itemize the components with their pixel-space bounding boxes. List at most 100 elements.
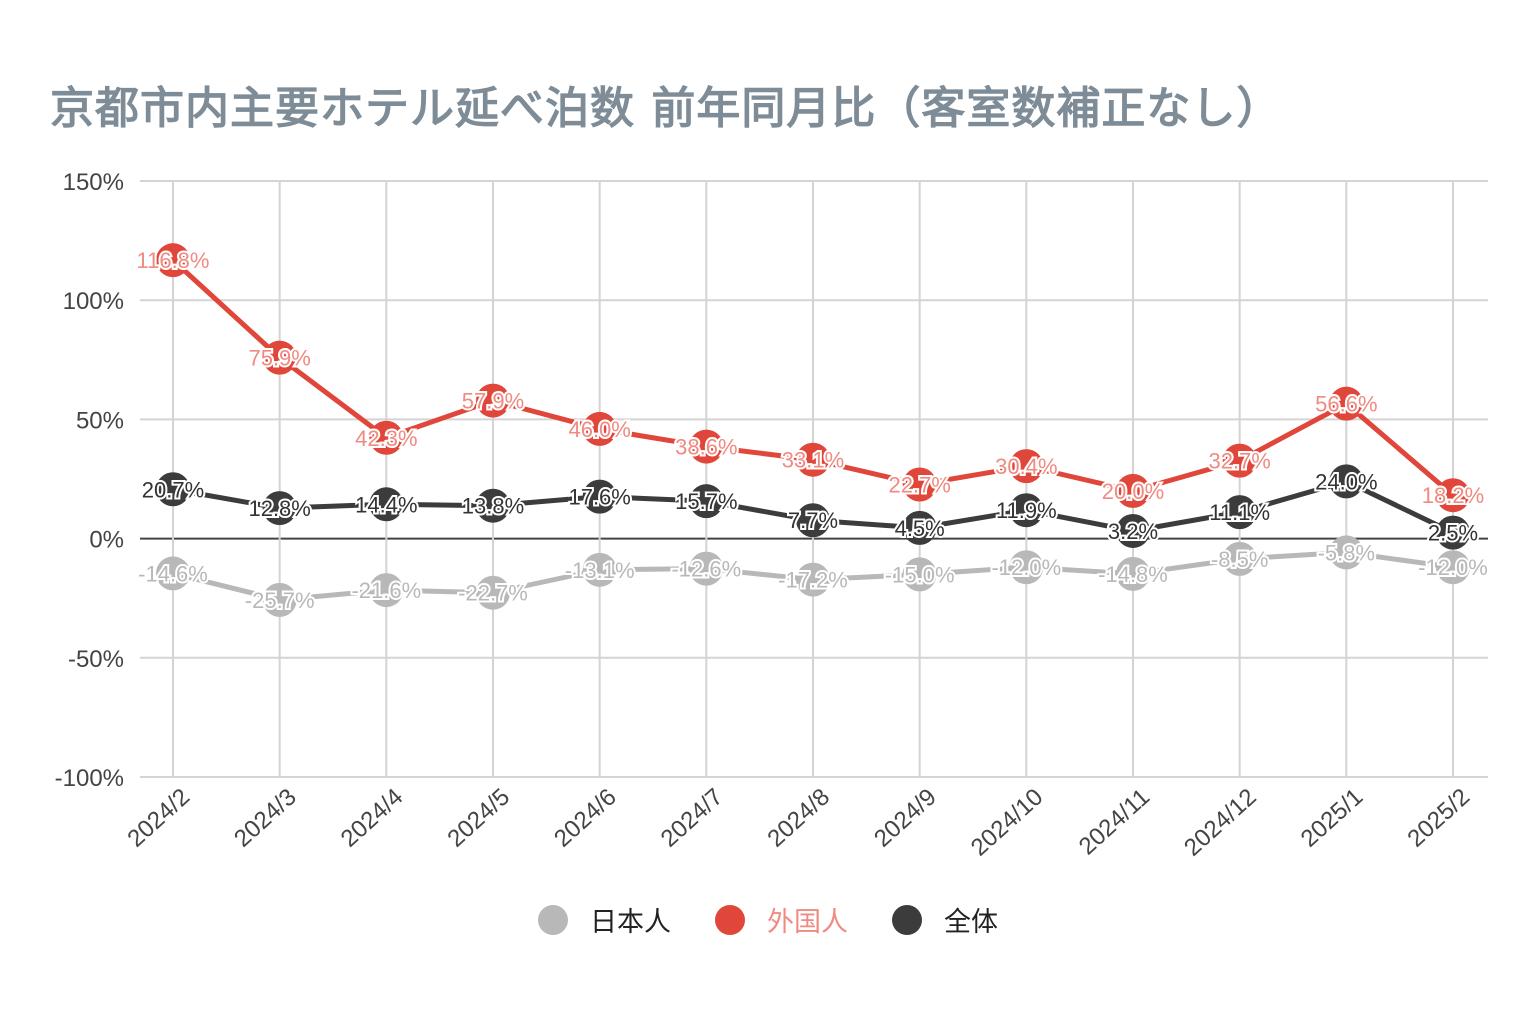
legend-label: 全体: [944, 907, 998, 938]
data-point: [902, 467, 937, 502]
data-point: [582, 411, 617, 446]
y-tick-label: 50%: [76, 407, 124, 434]
data-point: [902, 510, 937, 545]
data-point: [262, 340, 297, 375]
data-label: 7.7%: [788, 508, 838, 533]
data-point: [1116, 473, 1150, 508]
data-label: 42.3%: [355, 426, 417, 451]
data-label: 56.6%: [1315, 392, 1377, 417]
data-label: -12.6%: [671, 557, 741, 582]
y-tick-label: -50%: [68, 646, 124, 673]
data-point: [1222, 541, 1257, 576]
y-tick-label: 0%: [89, 527, 124, 554]
data-label: 57.9%: [462, 389, 524, 414]
data-point: [476, 575, 510, 610]
data-label: -12.0%: [991, 555, 1061, 580]
x-tick-label: 2024/12: [1179, 783, 1262, 861]
y-tick-label: 100%: [63, 288, 124, 315]
legend-marker: [538, 904, 568, 935]
x-tick-label: 2024/6: [549, 783, 622, 852]
x-tick-label: 2024/4: [336, 783, 409, 852]
data-label: 38.6%: [675, 435, 737, 460]
data-point: [476, 488, 510, 523]
data-label: 22.7%: [888, 472, 950, 497]
x-tick-label: 2025/1: [1296, 783, 1369, 852]
data-label: -5.8%: [1318, 540, 1375, 565]
data-label: 75.9%: [248, 346, 310, 371]
data-point: [582, 552, 617, 587]
data-point: [796, 442, 830, 477]
legend-marker: [892, 904, 922, 935]
data-point: [1329, 386, 1364, 421]
x-tick-label: 2025/2: [1402, 783, 1475, 852]
data-point: [1436, 515, 1470, 550]
data-point: [1329, 535, 1364, 570]
data-point: [689, 484, 724, 519]
data-label: 33.1%: [782, 448, 844, 473]
data-point: [1009, 493, 1044, 528]
legend-item: 外国人: [715, 900, 848, 939]
x-tick-label: 2024/3: [229, 783, 302, 852]
legend-label: 日本人: [590, 907, 671, 938]
y-tick-label: 150%: [63, 169, 124, 196]
data-point: [369, 487, 404, 522]
chart-title: 京都市内主要ホテル延べ泊数 前年同月比（客室数補正なし）: [50, 83, 1282, 134]
data-point: [689, 551, 724, 586]
data-label: -22.7%: [458, 581, 528, 606]
data-label: -8.5%: [1211, 547, 1268, 572]
x-tick-label: 2024/8: [762, 783, 835, 852]
x-tick-label: 2024/7: [656, 783, 729, 852]
data-point: [1116, 556, 1150, 591]
data-label: 18.2%: [1422, 483, 1484, 508]
data-label: 46.0%: [568, 417, 630, 442]
data-point: [1436, 478, 1470, 513]
data-point: [369, 420, 404, 455]
data-label: 14.4%: [355, 492, 417, 517]
legend-label: 外国人: [767, 907, 848, 938]
data-label: -15.0%: [885, 562, 955, 587]
x-tick-label: 2024/5: [442, 783, 515, 852]
data-label: 116.8%: [137, 248, 210, 273]
legend: 日本人 外国人 全体: [0, 900, 1536, 939]
data-label: -13.1%: [565, 558, 635, 583]
data-point: [902, 557, 937, 592]
x-tick-label: 2024/11: [1074, 783, 1155, 860]
data-label: 24.0%: [1315, 469, 1377, 494]
data-label: 12.8%: [248, 496, 310, 521]
legend-item: 日本人: [538, 900, 671, 939]
data-label: -12.0%: [1418, 555, 1488, 580]
data-label: 15.7%: [675, 489, 737, 514]
data-label: 32.7%: [1208, 449, 1270, 474]
data-point: [796, 503, 830, 538]
data-point: [369, 573, 404, 608]
data-point: [156, 472, 190, 507]
data-label: 20.7%: [142, 477, 204, 502]
legend-item: 全体: [892, 900, 998, 939]
data-label: 4.5%: [895, 516, 945, 541]
data-point: [796, 562, 830, 597]
data-label: -14.8%: [1098, 562, 1168, 587]
data-point: [1009, 550, 1044, 585]
data-label: 2.5%: [1428, 521, 1478, 546]
data-point: [476, 383, 510, 418]
data-label: -21.6%: [351, 578, 421, 603]
data-label: -25.7%: [245, 588, 315, 613]
x-tick-label: 2024/10: [966, 783, 1049, 861]
data-point: [582, 479, 617, 514]
data-point: [156, 556, 190, 591]
legend-marker: [715, 904, 745, 935]
data-label: 11.1%: [1209, 500, 1270, 525]
data-point: [262, 491, 297, 526]
data-label: -14.6%: [138, 561, 208, 586]
data-point: [1329, 464, 1364, 499]
data-label: 20.0%: [1102, 479, 1164, 504]
data-label: 13.8%: [462, 494, 524, 519]
x-tick-label: 2024/9: [869, 783, 942, 852]
y-tick-label: -100%: [55, 765, 124, 792]
data-label: 11.9%: [996, 498, 1057, 523]
data-point: [1222, 495, 1257, 530]
data-point: [156, 243, 190, 278]
data-point: [1009, 449, 1044, 484]
data-point: [1116, 513, 1150, 548]
